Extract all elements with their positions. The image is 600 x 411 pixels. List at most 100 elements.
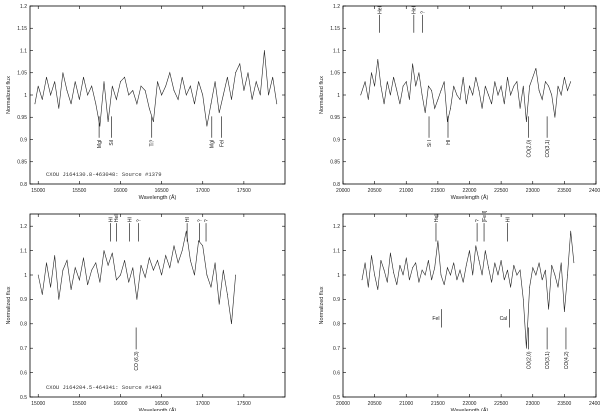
data-point <box>124 76 125 78</box>
data-point <box>570 230 572 232</box>
data-point <box>66 260 68 261</box>
data-point <box>361 279 363 281</box>
y-tick-label: 0.9 <box>20 137 27 143</box>
data-point <box>235 274 236 276</box>
data-point <box>99 125 101 127</box>
x-tick-label: 21000 <box>399 188 413 194</box>
plot-frame <box>342 5 597 185</box>
data-point <box>465 264 467 266</box>
data-point <box>472 274 474 276</box>
data-point <box>37 274 39 276</box>
data-point <box>70 289 72 290</box>
data-point <box>202 245 204 247</box>
x-tick-label: 16500 <box>155 401 169 407</box>
line-id-label: MgI <box>97 140 103 148</box>
x-tick-label: 23500 <box>557 188 571 194</box>
data-point <box>165 85 167 87</box>
data-point <box>570 81 572 82</box>
data-point <box>148 257 150 259</box>
data-point <box>181 76 183 78</box>
data-point <box>190 260 191 261</box>
y-tick-label: 1 <box>24 273 27 279</box>
data-point <box>194 274 195 276</box>
y-tick-label: 0.7 <box>20 346 27 352</box>
line-id-label: CO (6,3) <box>134 351 140 371</box>
line-id-label: HI <box>505 217 511 222</box>
data-point <box>513 85 515 87</box>
line-id-label: FeI <box>432 316 439 322</box>
data-point <box>62 269 64 271</box>
data-point <box>185 94 187 96</box>
data-point <box>194 103 195 105</box>
data-point <box>165 255 167 256</box>
data-point <box>475 76 477 78</box>
data-point <box>214 262 216 264</box>
data-point <box>428 260 429 261</box>
data-point <box>415 262 417 264</box>
x-tick-label: 16000 <box>114 188 128 194</box>
line-id-label: HeI <box>434 214 440 222</box>
data-point <box>41 99 43 100</box>
data-point <box>116 279 117 281</box>
data-point <box>214 81 216 82</box>
y-tick-label: 1.2 <box>333 224 340 230</box>
data-point <box>440 90 442 91</box>
y-tick-label: 1.1 <box>20 48 27 54</box>
line-id-label: HI <box>127 217 133 222</box>
line-id-label: HeI <box>114 214 120 222</box>
data-point <box>450 108 451 109</box>
data-point <box>58 108 60 109</box>
data-point <box>481 108 483 109</box>
line-id-label: FeI <box>219 140 225 147</box>
data-point <box>538 90 540 91</box>
data-point <box>557 85 559 87</box>
x-tick-label: 21000 <box>399 401 413 407</box>
data-point <box>503 103 505 105</box>
data-point <box>185 230 187 232</box>
data-point <box>386 81 388 82</box>
data-point <box>116 99 117 100</box>
data-point <box>120 274 121 276</box>
y-tick-label: 0.8 <box>333 322 340 328</box>
data-point <box>532 76 534 78</box>
data-point <box>551 264 553 266</box>
data-point <box>507 269 508 271</box>
data-point <box>478 90 480 91</box>
data-point <box>488 94 489 96</box>
data-point <box>386 281 388 283</box>
x-tick-label: 20500 <box>368 401 382 407</box>
x-tick-label: 17500 <box>237 401 251 407</box>
data-point <box>424 274 426 276</box>
data-point <box>136 103 138 105</box>
data-point <box>62 72 64 74</box>
data-point <box>111 252 113 254</box>
data-point <box>364 262 366 264</box>
data-point <box>50 94 51 96</box>
y-axis-label: Normalized flux <box>319 286 325 324</box>
data-point <box>157 260 158 261</box>
y-tick-label: 0.9 <box>333 297 340 303</box>
data-point <box>459 99 461 100</box>
data-point <box>522 85 524 87</box>
data-point <box>402 274 404 276</box>
data-point <box>405 81 407 82</box>
data-point <box>548 308 549 310</box>
y-tick-label: 1.1 <box>20 248 27 254</box>
y-tick-label: 1.05 <box>330 71 340 77</box>
data-point <box>526 121 527 123</box>
data-point <box>124 260 125 261</box>
y-tick-label: 0.95 <box>17 115 27 121</box>
data-point <box>206 125 208 127</box>
data-point <box>421 269 423 271</box>
x-tick-label: 21500 <box>431 188 445 194</box>
data-point <box>79 279 80 281</box>
data-point <box>181 250 183 251</box>
x-tick-label: 15000 <box>31 401 45 407</box>
data-point <box>456 279 458 281</box>
data-point <box>396 284 398 286</box>
y-tick-label: 0.9 <box>333 137 340 143</box>
data-point <box>107 121 109 123</box>
data-point <box>412 267 413 269</box>
